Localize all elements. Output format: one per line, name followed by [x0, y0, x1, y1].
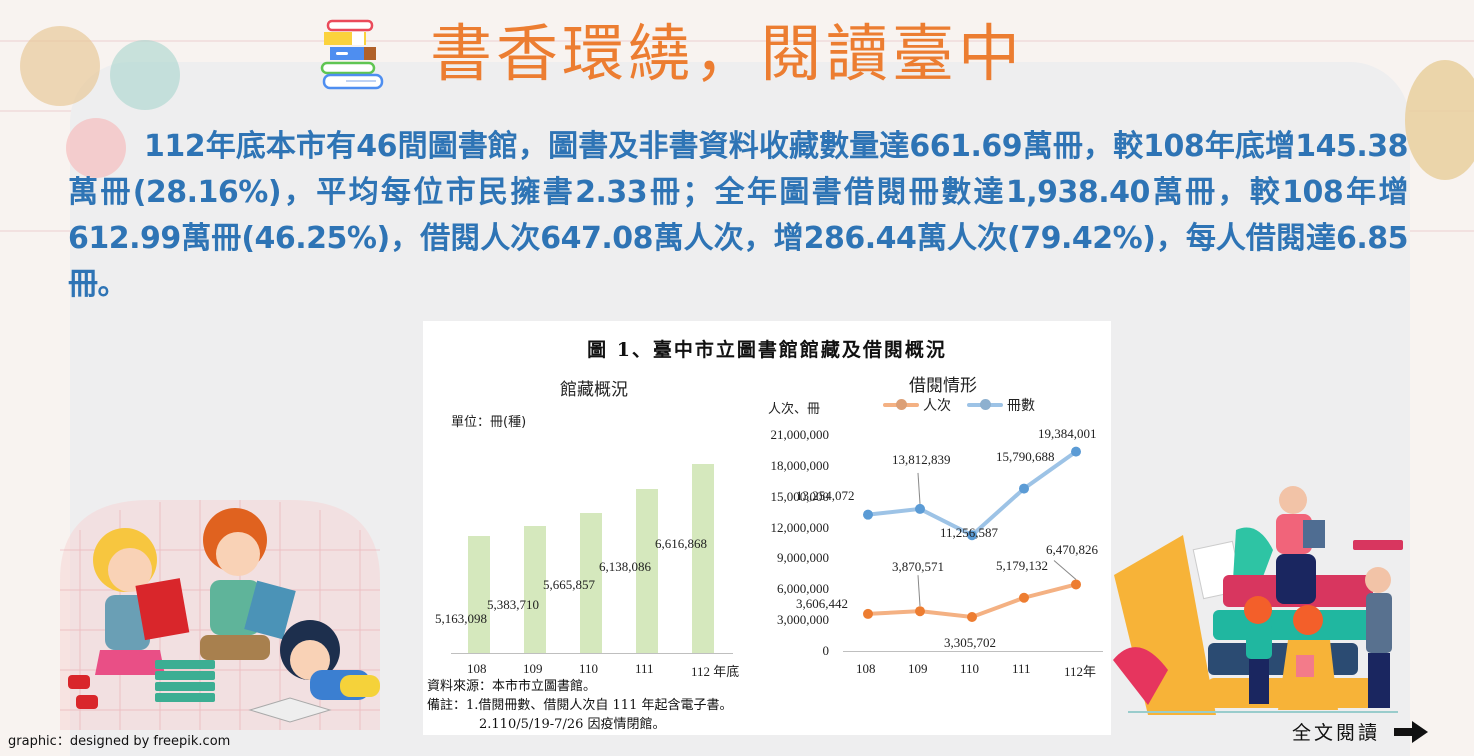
line-y-tick: 12,000,000 [770, 519, 830, 535]
line-x-tick: 109 [908, 661, 928, 676]
sun-decoration [1405, 60, 1474, 180]
line-chart-legend: 人次 冊數 [883, 395, 1035, 415]
source-note: 資料來源：本市市立圖書館。 [427, 679, 597, 694]
bar-x-axis [451, 653, 733, 654]
line-value-label: 11,256,587 [940, 525, 999, 541]
data-point-marker [967, 530, 977, 541]
bar-111 [636, 489, 658, 653]
page-header: 書香環繞，閱讀臺中 [318, 14, 1024, 94]
page-title: 書香環繞，閱讀臺中 [430, 17, 1025, 90]
bar-chart-unit: 單位：冊(種) [451, 415, 527, 430]
flower-decoration [66, 118, 126, 178]
remark-note-2: 2.110/5/19-7/26 因疫情閉館。 [479, 717, 666, 732]
legend-swatch-visits [883, 403, 919, 407]
line-y-tick: 21,000,000 [770, 427, 830, 442]
line-value-label: 3,870,571 [892, 559, 944, 575]
line-x-tick: 110 [960, 661, 980, 676]
bar-value-label: 5,163,098 [435, 611, 487, 626]
line-y-tick: 6,000,000 [777, 581, 829, 597]
right-arrow-icon [1394, 720, 1429, 743]
line-y-tick: 0 [822, 643, 830, 658]
remark-note-1: 備註：1.借閱冊數、借閱人次自 111 年起含電子書。 [427, 698, 733, 713]
line-value-label: 3,305,702 [944, 634, 996, 650]
line-value-label: 6,470,826 [1046, 542, 1098, 558]
bar-x-tick: 109 [523, 661, 543, 676]
line-x-tick: 112年 [1064, 664, 1097, 679]
line-x-axis [843, 651, 1103, 652]
flower-decoration [110, 40, 180, 110]
figure-notes: 資料來源：本市市立圖書館。 備註：1.借閱冊數、借閱人次自 111 年起含電子書… [427, 677, 732, 734]
line-y-tick: 3,000,000 [777, 612, 829, 628]
read-more-label: 全文閱讀 [1292, 722, 1381, 744]
line-y-tick: 18,000,000 [770, 457, 830, 473]
figure-panel: 圖 1、臺中市立圖書館館藏及借閱概況 館藏概況 單位：冊(種) 5,163,09… [423, 321, 1111, 735]
bar-x-tick: 110 [579, 661, 599, 676]
children-reading-illustration [60, 500, 380, 730]
figure-title: 圖 1、臺中市立圖書館館藏及借閱概況 [587, 339, 947, 361]
data-point-marker [915, 606, 925, 617]
line-y-tick: 15,000,000 [770, 488, 830, 504]
line-value-label: 13,254,072 [796, 487, 855, 503]
bg-stripe [0, 40, 1474, 42]
line-value-label: 19,384,001 [1038, 425, 1097, 441]
people-with-books-illustration [1113, 486, 1403, 715]
data-point-marker [967, 611, 977, 622]
bar-110 [580, 513, 602, 653]
bar-109 [524, 526, 546, 653]
data-point-marker [1019, 483, 1029, 494]
data-point-marker [863, 608, 873, 619]
line-chart-title: 借閱情形 [909, 376, 977, 396]
line-value-label: 13,812,839 [892, 451, 951, 467]
line-value-label: 5,179,132 [996, 557, 1048, 573]
bar-chart-title: 館藏概況 [560, 380, 628, 400]
read-full-text-link[interactable]: 全文閱讀 [1292, 718, 1429, 745]
bar-x-tick: 112 年底 [691, 664, 740, 679]
bar-x-tick: 108 [467, 661, 487, 676]
bar-112 [692, 464, 714, 653]
line-x-tick: 108 [856, 661, 876, 676]
bar-value-label: 5,383,710 [487, 597, 539, 612]
summary-paragraph: 112年底本市有46間圖書館，圖書及非書資料收藏數量達661.69萬冊，較108… [68, 129, 1409, 302]
graphic-credit: graphic：designed by freepik.com [8, 734, 231, 749]
data-point-marker [863, 509, 873, 520]
bar-value-label: 5,665,857 [543, 577, 595, 592]
legend-swatch-books [967, 403, 1003, 407]
line-x-tick: 111 [1012, 661, 1031, 676]
line-chart-ylabel: 人次、冊 [768, 402, 821, 417]
line-plot-area [863, 446, 1081, 622]
bar-value-label: 6,616,868 [655, 536, 707, 551]
data-point-marker [1071, 579, 1081, 590]
bar-value-label: 6,138,086 [599, 559, 651, 574]
bar-108 [468, 536, 490, 653]
books-stack-icon [320, 19, 384, 90]
legend-label-books: 冊數 [1007, 398, 1035, 414]
line-value-label: 15,790,688 [996, 448, 1055, 464]
legend-label-visits: 人次 [923, 398, 951, 414]
flower-decoration [20, 26, 100, 106]
data-point-marker [915, 503, 925, 514]
data-point-marker [1071, 446, 1081, 457]
data-point-marker [1019, 592, 1029, 603]
line-y-tick: 9,000,000 [777, 550, 829, 566]
line-value-label: 3,606,442 [796, 595, 848, 611]
bar-x-tick: 111 [635, 661, 654, 676]
